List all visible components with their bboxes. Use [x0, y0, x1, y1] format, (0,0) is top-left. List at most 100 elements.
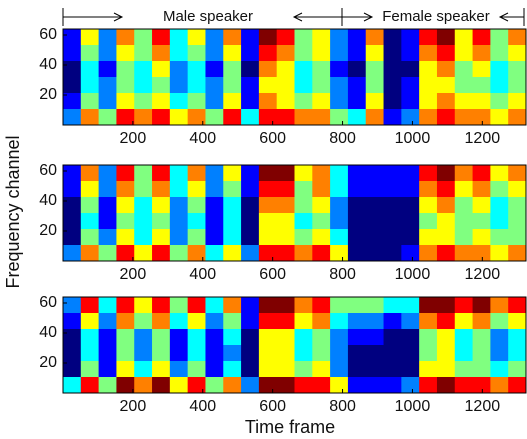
heatmap-cell	[205, 197, 224, 214]
heatmap-cell	[508, 109, 527, 126]
heatmap-cell	[205, 93, 224, 110]
heatmap-cell	[223, 229, 242, 246]
heatmap-cell	[276, 29, 295, 46]
heatmap-cell	[330, 213, 349, 230]
heatmap-cell	[187, 213, 206, 230]
heatmap-cell	[98, 345, 117, 362]
heatmap-cell	[401, 197, 420, 214]
heatmap-cell	[134, 245, 153, 262]
heatmap-cell	[347, 77, 367, 94]
heatmap-cell	[276, 361, 295, 378]
heatmap-cell	[472, 197, 491, 214]
heatmap-cell	[63, 229, 82, 246]
heatmap-cell	[419, 361, 438, 378]
heatmap-cell	[152, 61, 171, 78]
heatmap-cell	[116, 61, 135, 78]
heatmap-cell	[134, 345, 153, 362]
x-tick-label: 1200	[465, 266, 501, 283]
heatmap-cell	[80, 45, 100, 62]
y-tick-label: 60	[39, 162, 57, 179]
heatmap-cell	[490, 229, 509, 246]
heatmap-cell	[63, 213, 82, 230]
heatmap-cell	[134, 361, 153, 378]
heatmap-cell	[241, 61, 260, 78]
heatmap-cell	[365, 229, 385, 246]
heatmap-cell	[419, 109, 438, 126]
heatmap-cell	[63, 181, 82, 198]
heatmap-cell	[205, 345, 224, 362]
heatmap-cell	[80, 229, 100, 246]
heatmap-cell	[223, 61, 242, 78]
heatmap-cell	[223, 181, 242, 198]
heatmap-cell	[472, 345, 491, 362]
heatmap-cell	[98, 297, 117, 314]
heatmap-cell	[347, 213, 367, 230]
heatmap-cell	[312, 197, 331, 214]
heatmap-cell	[169, 345, 189, 362]
heatmap-cell	[472, 213, 491, 230]
heatmap-cell	[241, 109, 260, 126]
heatmap-cell	[419, 45, 438, 62]
heatmap-cell	[276, 345, 295, 362]
heatmap-cell	[365, 45, 385, 62]
heatmap-cell	[383, 213, 402, 230]
heatmap-cell	[241, 197, 260, 214]
heatmap-cell	[80, 361, 100, 378]
arrow-head	[363, 12, 374, 22]
heatmap-cell	[258, 345, 278, 362]
heatmap-cell	[116, 297, 135, 314]
heatmap-cell	[490, 181, 509, 198]
heatmap-cell	[347, 93, 367, 110]
heatmap-cell	[508, 361, 527, 378]
heatmap-cell	[347, 229, 367, 246]
heatmap-cell	[205, 109, 224, 126]
heatmap-cell	[80, 345, 100, 362]
heatmap-cell	[383, 245, 402, 262]
heatmap-cell	[80, 297, 100, 314]
heatmap-cell	[454, 377, 474, 394]
heatmap-cell	[472, 181, 491, 198]
heatmap-cell	[98, 361, 117, 378]
heatmap-cell	[276, 329, 295, 346]
heatmap-cell	[152, 197, 171, 214]
heatmap-cell	[436, 229, 456, 246]
heatmap-cell	[98, 165, 117, 182]
heatmap-cell	[169, 197, 189, 214]
heatmap-cell	[98, 197, 117, 214]
heatmap-cell	[472, 229, 491, 246]
heatmap-cell	[401, 297, 420, 314]
heatmap-cell	[490, 377, 509, 394]
heatmap-cell	[490, 245, 509, 262]
heatmap-cell	[116, 93, 135, 110]
heatmap-cell	[80, 181, 100, 198]
heatmap-cell	[258, 377, 278, 394]
heatmap-cell	[223, 77, 242, 94]
heatmap-cell	[187, 197, 206, 214]
heatmap-cell	[205, 29, 224, 46]
heatmap-cell	[80, 61, 100, 78]
heatmap-cell	[258, 61, 278, 78]
heatmap-cell	[330, 229, 349, 246]
heatmap-cell	[294, 345, 313, 362]
heatmap-cell	[436, 77, 456, 94]
heatmap-cell	[508, 229, 527, 246]
heatmap-cell	[134, 229, 153, 246]
heatmap-cell	[365, 329, 385, 346]
heatmap-cell	[258, 165, 278, 182]
heatmap-cell	[169, 377, 189, 394]
heatmap-cell	[98, 109, 117, 126]
heatmap-cell	[347, 29, 367, 46]
heatmap-cell	[508, 297, 527, 314]
heatmap-cell	[169, 329, 189, 346]
heatmap-cell	[116, 77, 135, 94]
heatmap-cell	[294, 361, 313, 378]
heatmap-cell	[490, 213, 509, 230]
heatmap-cell	[187, 313, 206, 330]
heatmap-cell	[152, 345, 171, 362]
heatmap-cell	[401, 45, 420, 62]
heatmap-cell	[152, 45, 171, 62]
heatmap-cell	[508, 377, 527, 394]
heatmap-cell	[294, 229, 313, 246]
x-tick-label: 800	[329, 398, 356, 415]
heatmap-cell	[80, 329, 100, 346]
